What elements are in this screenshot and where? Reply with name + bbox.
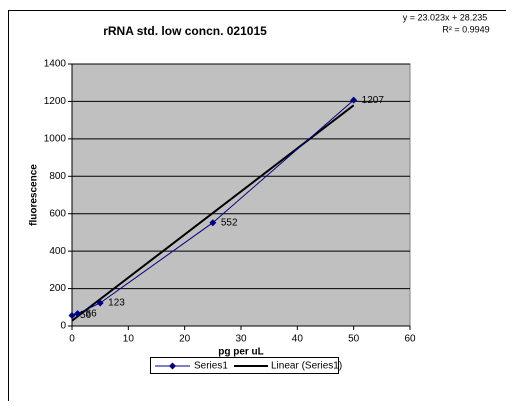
x-tick-label: 10: [123, 334, 135, 345]
x-tick-label: 30: [235, 334, 247, 345]
trendline-r2: R² = 0.9949: [442, 24, 489, 34]
y-tick-label: 600: [49, 208, 66, 219]
x-tick-label: 40: [292, 334, 304, 345]
y-tick-label: 800: [49, 171, 66, 182]
legend-label: Linear (Series1): [271, 361, 342, 372]
y-tick-label: 1000: [44, 133, 67, 144]
data-label: 123: [108, 298, 125, 309]
trendline-equation: y = 23.023x + 28.235: [403, 12, 488, 22]
chart-title: rRNA std. low concn. 021015: [103, 24, 267, 38]
x-tick-label: 0: [69, 334, 75, 345]
legend-label: Series1: [194, 361, 228, 372]
y-tick-label: 1200: [44, 96, 67, 107]
data-label: 1207: [362, 95, 385, 106]
x-tick-label: 50: [348, 334, 360, 345]
data-label: 552: [221, 217, 238, 228]
y-tick-label: 1400: [44, 59, 67, 70]
y-tick-label: 400: [49, 246, 66, 257]
x-tick-label: 60: [404, 334, 416, 345]
x-axis-label: pg per uL: [218, 347, 264, 358]
y-tick-label: 0: [60, 321, 66, 332]
x-tick-label: 20: [179, 334, 191, 345]
y-tick-label: 200: [49, 283, 66, 294]
y-axis-label: fluorescence: [29, 164, 40, 226]
data-label: 66: [86, 308, 98, 319]
